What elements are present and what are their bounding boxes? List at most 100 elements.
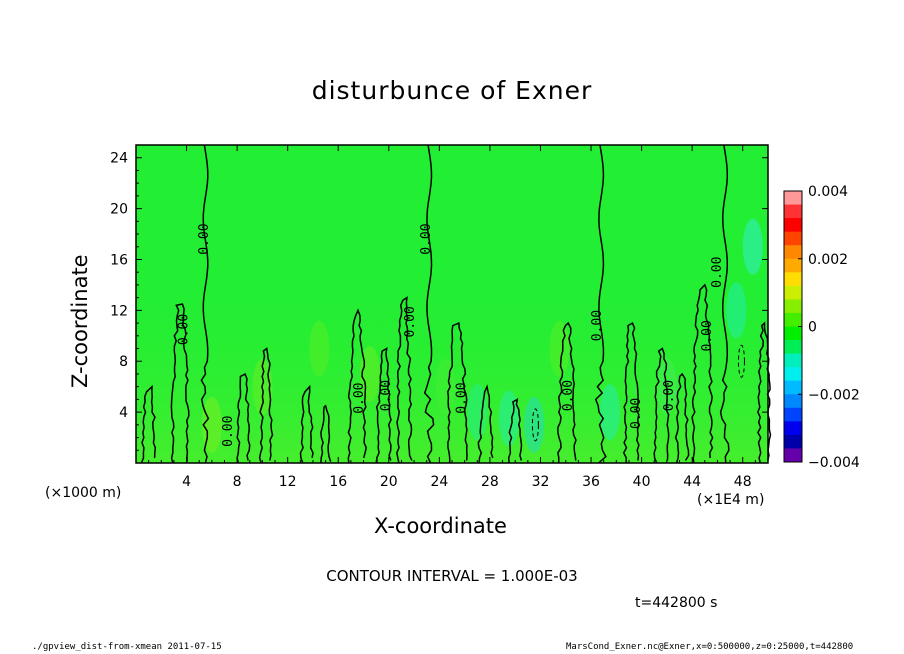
colorbar-label: 0.002	[808, 252, 848, 268]
x-ticks: 4 8 12 16 20 24 28 32 36 40 44 48	[148, 145, 756, 490]
contour-label: 0.00	[710, 257, 725, 288]
field-patches	[136, 218, 768, 463]
colorbar-band	[784, 394, 802, 409]
negative-contour	[737, 344, 745, 378]
colorbar-band	[784, 380, 802, 395]
y-tick-label: 8	[119, 354, 128, 370]
contour-label: 0.00	[629, 398, 644, 429]
field-patch	[524, 396, 545, 453]
colorbar-band	[784, 272, 802, 287]
colorbar: 0.004 0.002 0 −0.002 −0.004	[783, 184, 860, 471]
y-tick-label: 20	[110, 202, 128, 218]
field-patch	[600, 384, 620, 441]
colorbar-band	[784, 245, 802, 260]
colorbar-label: 0	[808, 320, 817, 336]
y-tick-label: 12	[110, 303, 128, 319]
contour-loop	[375, 347, 392, 464]
colorbar-band	[784, 448, 802, 463]
field-patch	[742, 218, 763, 275]
colorbar-band	[784, 326, 802, 341]
contour-line	[200, 144, 210, 464]
contour-loop	[140, 384, 157, 464]
y-tick-label: 4	[119, 405, 128, 421]
contour-loop	[258, 347, 274, 464]
contour-labels: 0.00 0.00 0.00 0.00 0.00 0.00 0.00 0.00 0.00 0.00…	[177, 223, 725, 446]
contour-label: 0.00	[403, 306, 418, 337]
colorbar-band	[784, 285, 802, 300]
y-ticks: 4 8 12 16 20 24	[110, 151, 768, 451]
contour-line	[594, 144, 607, 464]
colorbar-band	[784, 191, 802, 206]
contour-label: 0.00	[561, 380, 576, 411]
contour-line	[423, 144, 435, 464]
colorbar-label: −0.004	[808, 455, 860, 471]
field-patch	[726, 282, 747, 339]
field-patch	[498, 390, 519, 447]
field-patch	[467, 384, 488, 441]
contour-interval: CONTOUR INTERVAL = 1.000E-03	[326, 567, 578, 585]
colorbar-label: 0.004	[808, 184, 848, 200]
field-patch	[309, 320, 330, 377]
contour-label: 0.00	[221, 416, 236, 447]
contour-loop	[674, 372, 690, 464]
contour-loop	[507, 397, 523, 464]
colorbar-band	[784, 421, 802, 436]
contour-label: 0.00	[662, 380, 677, 411]
contour-label: 0.00	[379, 380, 394, 411]
x-axis-label: X-coordinate	[374, 514, 507, 538]
x-tick-label: 44	[683, 474, 701, 490]
field-patch	[435, 358, 456, 415]
y-tick-label: 24	[110, 151, 128, 167]
contour-line	[719, 144, 730, 464]
contour-label: 0.00	[197, 223, 212, 254]
colorbar-band	[784, 218, 802, 233]
footer-right: MarsCond_Exner.nc@Exner,x=0:500000,z=0:2…	[566, 642, 854, 652]
contour-loop	[477, 384, 494, 464]
contour-label: 0.00	[700, 320, 715, 351]
contour-loop	[236, 372, 251, 464]
contour-loop	[447, 322, 468, 463]
x-tick-label: 40	[633, 474, 651, 490]
field-patch	[549, 320, 570, 377]
x-tick-label: 4	[182, 474, 191, 490]
contour-loop	[557, 321, 577, 464]
x-tick-label: 12	[279, 474, 297, 490]
contour-loop	[170, 303, 190, 464]
contour-lines	[140, 144, 772, 464]
colorbar-band	[784, 353, 802, 368]
x-tick-label: 36	[582, 474, 600, 490]
field-patch	[201, 396, 222, 453]
contour-loop	[622, 322, 640, 464]
contour-loop	[320, 404, 332, 464]
colorbar-band	[784, 204, 802, 219]
chart-title: disturbunce of Exner	[311, 76, 593, 105]
contour-label: 0.00	[455, 382, 470, 413]
colorbar-band	[784, 312, 802, 327]
x-tick-label: 16	[329, 474, 347, 490]
colorbar-band	[784, 231, 802, 246]
contour-loop	[653, 347, 670, 464]
x-tick-label: 24	[430, 474, 448, 490]
x-tick-label: 32	[532, 474, 550, 490]
colorbar-band	[784, 434, 802, 449]
x-tick-label: 20	[380, 474, 398, 490]
contour-loop	[396, 296, 413, 464]
colorbar-band	[784, 367, 802, 382]
x-tick-label: 48	[734, 474, 752, 490]
colorbar-band	[784, 340, 802, 355]
colorbar-label: −0.002	[808, 387, 860, 403]
contour-label: 0.00	[177, 314, 192, 345]
colorbar-band	[784, 299, 802, 314]
y-tick-label: 16	[110, 252, 128, 268]
colorbar-band	[784, 407, 802, 422]
contour-loop	[299, 384, 314, 464]
contour-loop	[691, 283, 714, 464]
colorbar-band	[784, 258, 802, 273]
x-unit-label: (×1000 m)	[45, 485, 122, 501]
time-label: t=442800 s	[635, 595, 718, 611]
x-scale-label: (×1E4 m)	[697, 492, 765, 508]
x-tick-label: 8	[233, 474, 242, 490]
contour-label: 0.00	[352, 382, 367, 413]
footer-left: ./gpview_dist-from-xmean 2011-07-15	[32, 642, 222, 652]
